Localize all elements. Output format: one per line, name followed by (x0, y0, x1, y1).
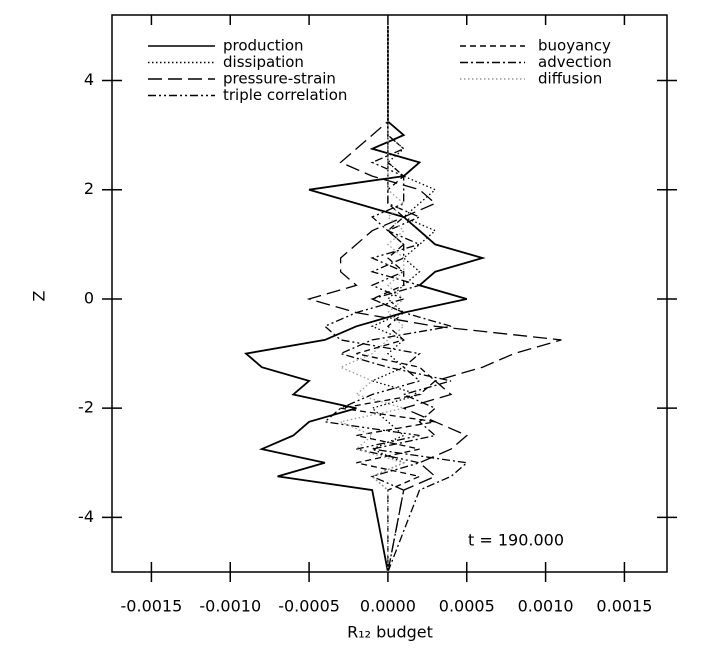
y-axis-label: Z (30, 290, 49, 301)
y-tick-label: -4 (78, 507, 94, 526)
series-line (370, 25, 437, 572)
y-tick-label: 4 (84, 70, 94, 89)
x-tick-label: -0.0015 (121, 597, 183, 616)
legend-label: diffusion (538, 70, 602, 88)
series-line (338, 25, 406, 572)
series-line (243, 25, 486, 573)
y-tick-label: -2 (78, 398, 94, 417)
series-line (338, 25, 469, 573)
legend-label: advection (538, 53, 612, 71)
x-tick-label: 0.0005 (439, 597, 495, 616)
y-tick-label: 0 (84, 288, 94, 307)
legend-label: pressure-strain (223, 70, 336, 88)
legend-label: triple correlation (223, 86, 347, 104)
x-tick-label: 0.0010 (518, 597, 574, 616)
legend-label: production (223, 37, 304, 55)
plot-frame (111, 14, 668, 573)
x-axis-label: R₁₂ budget (347, 623, 433, 642)
x-tick-label: 0.0015 (596, 597, 652, 616)
series-line (306, 25, 562, 573)
legend-label: buoyancy (538, 37, 611, 55)
annotation: t = 190.000 (468, 531, 564, 550)
x-tick-label: -0.0010 (199, 597, 261, 616)
x-tick-label: -0.0005 (278, 597, 340, 616)
legend-label: dissipation (223, 53, 304, 71)
y-tick-label: 2 (84, 179, 94, 198)
series-line (323, 25, 422, 573)
x-tick-label: 0.0000 (360, 597, 416, 616)
